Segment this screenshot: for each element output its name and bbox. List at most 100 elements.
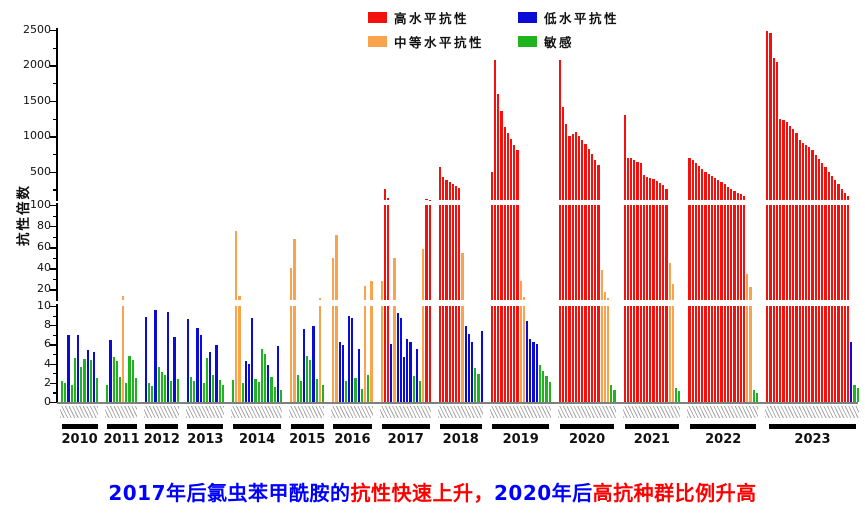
year-group-2017: 2017 (379, 30, 432, 447)
bar (215, 30, 218, 402)
bar-segment (321, 384, 325, 402)
bar-segment (503, 126, 506, 200)
bar-segment (425, 198, 428, 200)
bar-segment (736, 192, 739, 200)
bar-segment (558, 306, 561, 402)
tick-label: 2 (44, 375, 51, 389)
bar-segment (769, 32, 772, 200)
tick-label: 80 (37, 219, 51, 233)
minor-tick (53, 118, 57, 120)
major-tick (50, 30, 57, 32)
bar (360, 30, 364, 402)
population-labels-illegible (687, 406, 759, 418)
tick-label: 6 (44, 337, 51, 351)
bars-2014 (231, 30, 283, 402)
year-group-2021: 2021 (622, 30, 682, 447)
bar-segment (64, 382, 67, 402)
minor-tick (53, 315, 57, 317)
bar (445, 30, 448, 402)
bar (542, 30, 545, 402)
bar-segment (788, 125, 792, 200)
bar-segment (306, 355, 309, 402)
bar (584, 30, 587, 402)
bar-segment (655, 205, 658, 300)
bar (704, 30, 707, 402)
bar (276, 30, 280, 402)
bar (600, 30, 603, 402)
bar-segment (574, 306, 578, 402)
bar-segment (257, 381, 260, 402)
bar-segment (451, 306, 454, 402)
bar-segment (736, 306, 739, 402)
population-labels-illegible (765, 406, 859, 418)
bar (474, 30, 477, 402)
bar-segment (383, 189, 387, 200)
year-bracket (233, 424, 282, 429)
bar (529, 30, 532, 402)
bar-segment (578, 135, 581, 200)
bar-segment (736, 205, 739, 300)
bar-segment (497, 306, 500, 402)
bar-segment (467, 333, 470, 402)
bar-segment (652, 205, 655, 300)
population-labels-illegible (557, 406, 616, 418)
bar-segment (594, 306, 597, 402)
bar-segment (428, 205, 431, 300)
bar-segment (662, 306, 665, 402)
bar-segment (315, 378, 318, 402)
bar-segment (428, 306, 431, 402)
bar-segment (367, 375, 370, 402)
bar (743, 30, 746, 402)
bar-segment (639, 306, 642, 402)
bar-segment (458, 306, 461, 402)
bar-segment (542, 371, 545, 402)
bar (506, 30, 509, 402)
minor-tick (53, 189, 57, 191)
bar (526, 30, 529, 402)
bar-segment (529, 338, 532, 402)
bar (189, 30, 193, 402)
bar-segment (694, 306, 697, 402)
population-labels-illegible (331, 406, 373, 418)
bar-segment (691, 160, 694, 200)
bar-segment (565, 205, 568, 300)
bar (733, 30, 736, 402)
bar-segment (238, 295, 241, 300)
bar-segment (629, 205, 633, 300)
bar-segment (662, 185, 665, 200)
bar (824, 30, 827, 402)
bar-segment (623, 115, 626, 200)
major-tick (50, 402, 57, 404)
population-labels-illegible (437, 406, 483, 418)
bar-segment (717, 180, 720, 200)
bar-segment (290, 306, 293, 402)
bar-segment (490, 306, 493, 402)
bar-segment (254, 378, 257, 402)
bar-segment (723, 306, 726, 402)
bar-segment (697, 166, 701, 200)
tick-label: 60 (37, 240, 51, 254)
year-group-2019: 2019 (489, 30, 552, 447)
bar (412, 30, 415, 402)
bar-segment (131, 359, 134, 402)
bar-segment (834, 306, 837, 402)
bar-segment (490, 205, 493, 300)
bar-segment (688, 306, 691, 402)
bars-2010 (61, 30, 99, 402)
bar-segment (157, 367, 160, 402)
population-labels-illegible (489, 406, 551, 418)
bar-segment (538, 364, 542, 402)
bar-segment (493, 306, 497, 402)
bar-segment (594, 159, 597, 200)
bar-segment (795, 132, 798, 200)
bar (248, 30, 251, 402)
bar-segment (173, 336, 176, 402)
legend-label: 敏感 (544, 34, 575, 50)
bar-segment (636, 205, 639, 300)
bar (332, 30, 335, 402)
bar-segment (743, 306, 746, 402)
bar-segment (480, 330, 483, 402)
bar-segment (163, 375, 167, 402)
bar-segment (853, 384, 856, 402)
